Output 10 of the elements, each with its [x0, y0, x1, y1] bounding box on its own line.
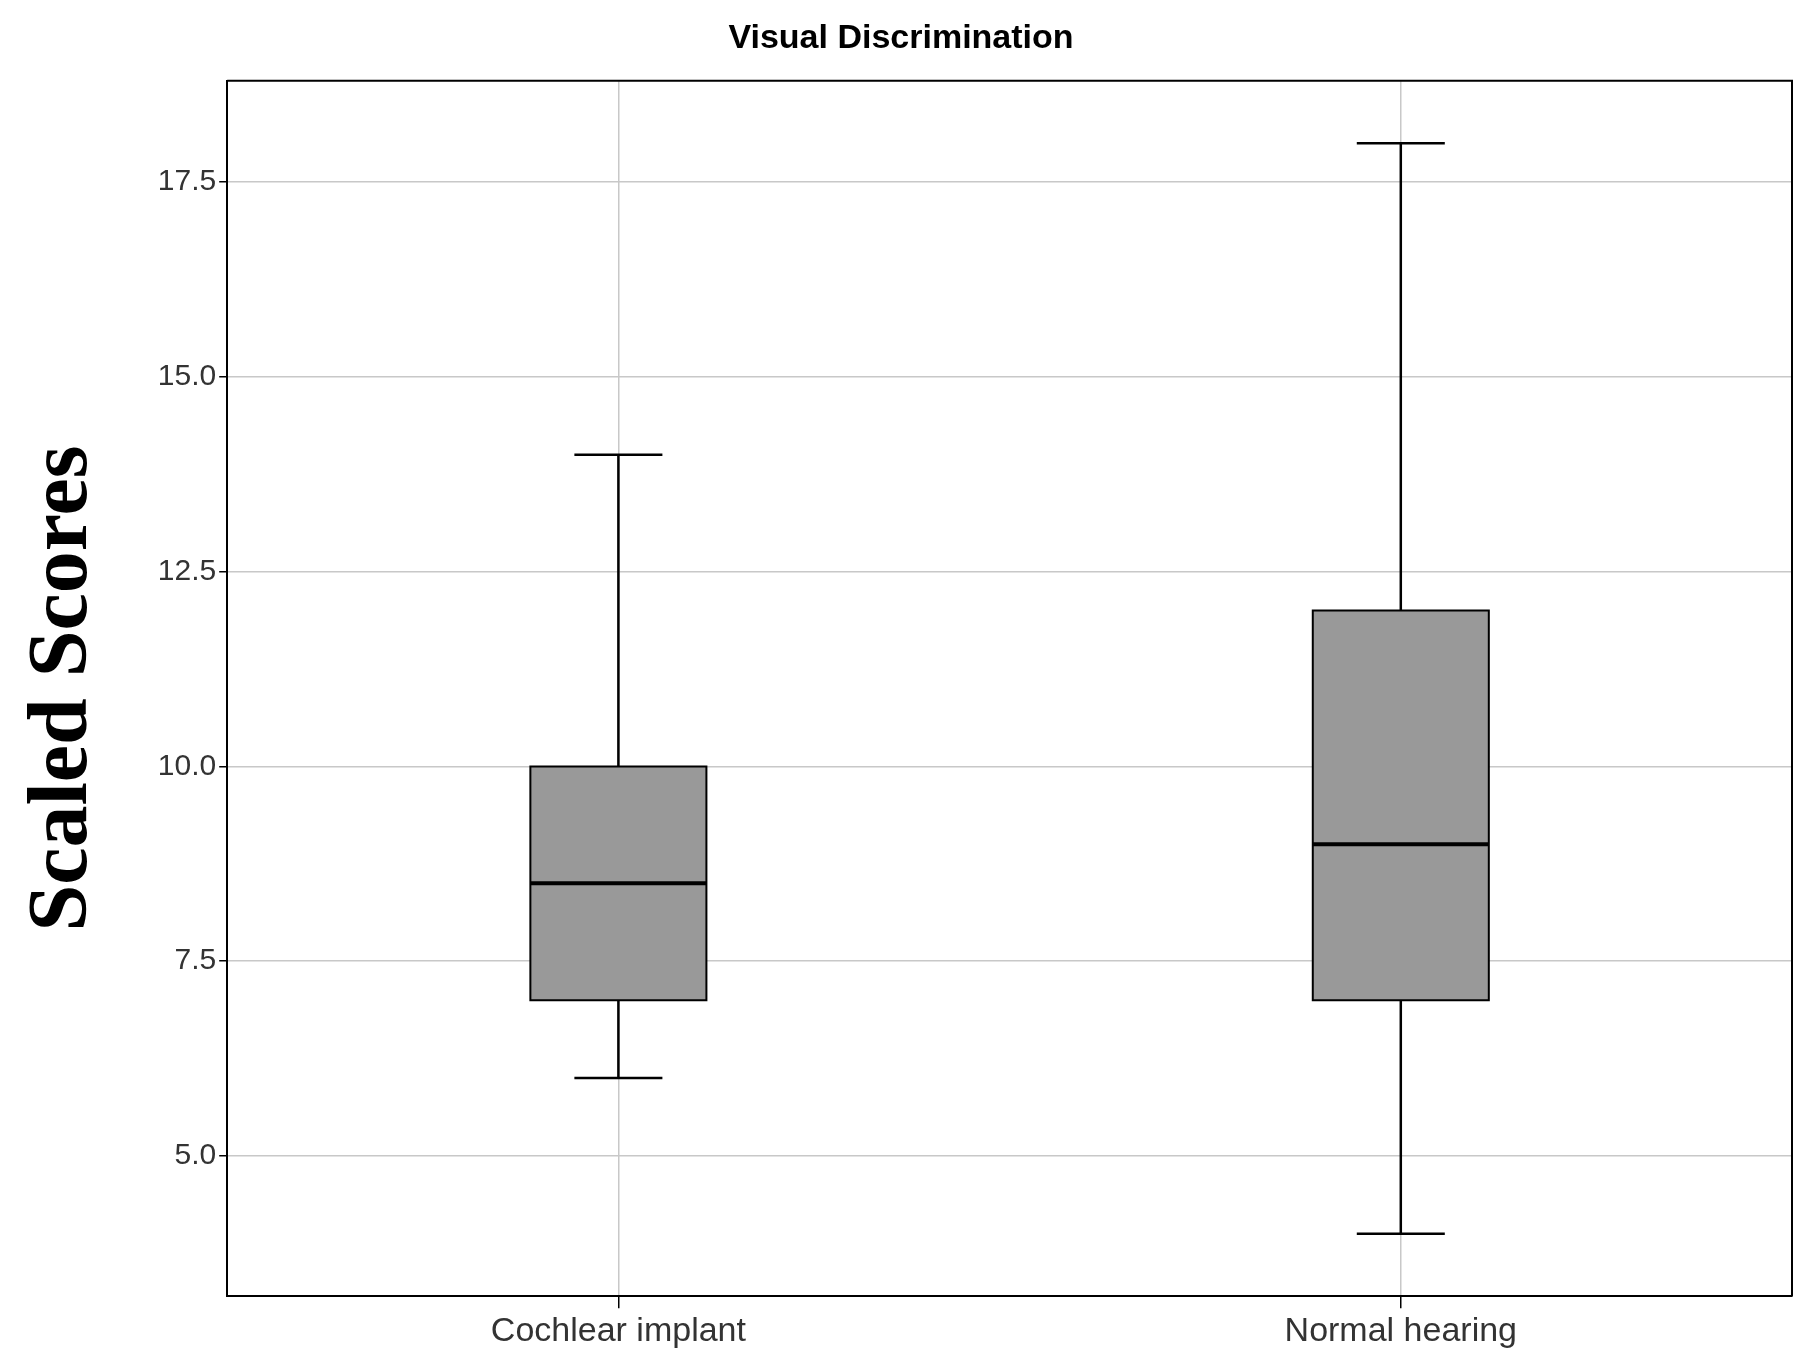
y-tick-label: 5.0 [174, 1137, 217, 1171]
x-tick-label: Cochlear implant [490, 1309, 747, 1348]
y-tick-label: 12.5 [157, 552, 217, 586]
y-tick-label: 10.0 [157, 747, 217, 781]
y-tick-label: 15.0 [157, 358, 217, 392]
chart-title: Visual Discrimination [728, 16, 1074, 55]
y-tick-label: 7.5 [174, 942, 217, 976]
x-tick-label: Normal hearing [1284, 1309, 1518, 1348]
y-tick-label: 17.5 [157, 163, 217, 197]
y-axis-title: Scaled Scores [11, 445, 105, 932]
